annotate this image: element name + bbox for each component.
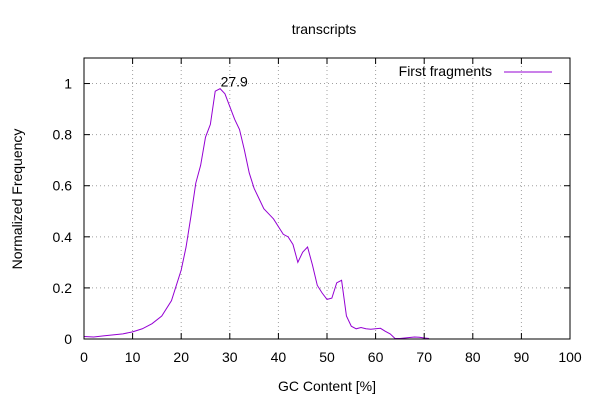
x-tick-label: 40 [271, 349, 287, 365]
x-tick-label: 100 [558, 349, 582, 365]
y-tick-label: 0.6 [53, 178, 73, 194]
x-tick-label: 60 [368, 349, 384, 365]
y-tick-label: 1 [64, 76, 72, 92]
y-tick-label: 0.4 [53, 229, 73, 245]
x-tick-label: 0 [80, 349, 88, 365]
grid [84, 58, 570, 339]
x-tick-label: 30 [222, 349, 238, 365]
annotations: 27.9 [221, 74, 248, 90]
y-axis-title: Normalized Frequency [9, 129, 25, 270]
x-tick-label: 80 [465, 349, 481, 365]
x-tick-label: 90 [514, 349, 530, 365]
x-axis-title: GC Content [%] [278, 378, 376, 394]
x-tick-label: 50 [319, 349, 335, 365]
y-tick-label: 0.2 [53, 280, 73, 296]
x-tick-label: 10 [125, 349, 141, 365]
x-tick-label: 70 [416, 349, 432, 365]
y-tick-label: 0.8 [53, 127, 73, 143]
axis-ticks [83, 58, 571, 340]
series-layer [83, 88, 430, 339]
legend-label: First fragments [399, 63, 492, 79]
x-tick-label: 20 [173, 349, 189, 365]
legend: First fragments [399, 63, 552, 79]
y-tick-label: 0 [64, 331, 72, 347]
peak-annotation: 27.9 [221, 74, 248, 90]
chart-title: transcripts [292, 21, 357, 37]
series-line-first-fragments [83, 88, 430, 339]
tick-labels: 0 10 20 30 40 50 60 70 80 90 100 0 0.2 0.4 0.6 0.8 1 [53, 76, 582, 365]
